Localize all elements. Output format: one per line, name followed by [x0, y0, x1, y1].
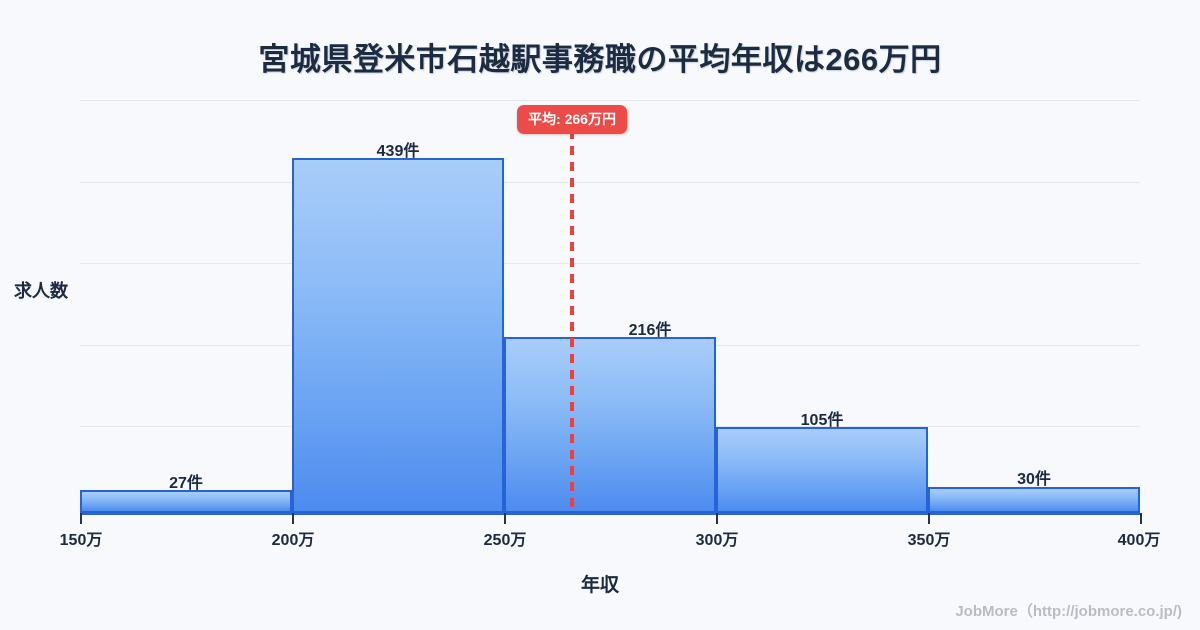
x-tick-label: 150万: [59, 532, 103, 549]
bar-bin-4[interactable]: [716, 427, 928, 513]
x-tick-label: 250万: [483, 532, 527, 549]
gridline: [80, 182, 1140, 183]
bar-bin-1[interactable]: [80, 490, 292, 513]
x-axis-line: [80, 513, 1140, 515]
plot-area: 27件 439件 216件 105件 30件: [80, 100, 1140, 513]
bar-value-label: 439件: [376, 143, 420, 160]
x-tick-label: 200万: [271, 532, 315, 549]
x-tick-mark: [292, 513, 294, 524]
watermark: JobMore（http://jobmore.co.jp/): [955, 603, 1182, 620]
x-tick-mark: [928, 513, 930, 524]
bar-bin-3[interactable]: [504, 337, 716, 513]
x-tick-label: 300万: [695, 532, 739, 549]
x-tick-mark: [716, 513, 718, 524]
average-line: [570, 130, 574, 515]
x-tick-label: 400万: [1117, 532, 1161, 549]
x-tick-mark: [1140, 513, 1142, 524]
bar-value-label: 216件: [628, 322, 672, 339]
gridline: [80, 100, 1140, 101]
x-tick-label: 350万: [907, 532, 951, 549]
x-tick-mark: [80, 513, 82, 524]
x-axis-label: 年収: [580, 575, 619, 596]
average-badge[interactable]: 平均: 266万円: [517, 105, 627, 134]
bar-value-label: 30件: [1017, 471, 1051, 488]
bar-value-label: 27件: [169, 475, 203, 492]
bar-value-label: 105件: [800, 412, 844, 429]
x-tick-mark: [504, 513, 506, 524]
page-title: 宮城県登米市石越駅事務職の平均年収は266万円: [258, 42, 942, 77]
gridline: [80, 263, 1140, 264]
bar-bin-5[interactable]: [928, 487, 1140, 513]
y-axis-label: 求人数: [14, 281, 68, 301]
bar-bin-2[interactable]: [292, 158, 504, 513]
